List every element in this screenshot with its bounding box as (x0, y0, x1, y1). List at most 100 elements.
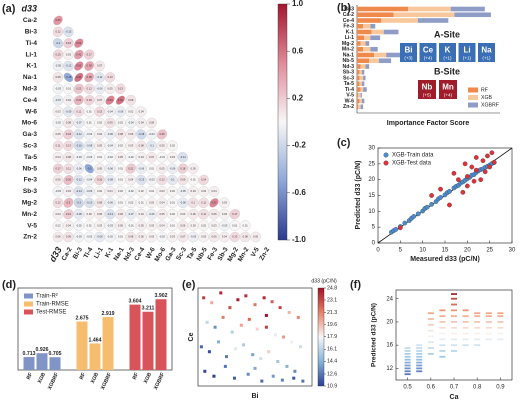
point (262, 296, 266, 300)
point (474, 338, 481, 341)
correlation-cell (104, 220, 116, 231)
cell-value: 0.04 (222, 235, 228, 239)
point (416, 361, 423, 364)
cell-value: -0.06 (107, 132, 113, 136)
point (439, 332, 446, 335)
category-label: RF (26, 372, 34, 381)
category-label: XGBRF (100, 372, 113, 391)
cell-value: 0.03 (211, 223, 217, 227)
correlation-cell (74, 61, 84, 71)
legend-label: RF (481, 87, 488, 93)
cell-value: 0.11 (201, 212, 206, 216)
cell-value: -0.2 (56, 41, 61, 45)
x-tick-label: 5 (399, 248, 403, 254)
correlation-cell (146, 231, 157, 243)
point (497, 332, 504, 335)
correlation-cell (167, 208, 178, 220)
bar-segment (360, 87, 364, 92)
cell-value: 0.12 (55, 29, 61, 33)
cell-value: 0.06 (211, 212, 217, 216)
cell-value: 0.02 (170, 212, 176, 216)
correlation-cell (104, 106, 116, 117)
point (301, 379, 305, 383)
correlation-cell (94, 72, 105, 83)
cell-value: 0.02 (128, 109, 134, 113)
correlation-cell (167, 220, 178, 231)
point (474, 312, 481, 315)
point (439, 309, 446, 312)
bar-segment (357, 52, 375, 58)
cell-value: 0.01 (87, 121, 93, 125)
x-tick-label: 0.8 (473, 385, 482, 391)
legend-label: XGB-Train data (392, 153, 434, 159)
legend-swatch (468, 102, 478, 108)
point (439, 321, 446, 323)
correlation-cell (135, 117, 147, 129)
cell-value: 0.13 (66, 143, 72, 147)
correlation-cell (250, 231, 261, 243)
correlation-cell (63, 209, 74, 220)
cell-value: 0.08 (118, 132, 124, 136)
point (416, 370, 423, 373)
cell-value: 0.18 (180, 166, 186, 170)
correlation-cell (52, 49, 64, 60)
correlation-cell (219, 220, 230, 231)
bar-segment (370, 35, 381, 41)
cell-value: -0.04 (107, 143, 113, 147)
category-label: Ti-4 (345, 87, 354, 93)
row-label: Zn-2 (23, 234, 37, 241)
cell-value: -0.18 (138, 132, 144, 136)
point (497, 315, 504, 318)
point (480, 158, 486, 164)
correlation-cell (135, 106, 147, 117)
correlation-cell (83, 208, 95, 220)
correlation-cell (156, 186, 168, 197)
cell-value: 0.02 (118, 143, 124, 147)
cell-value: 0.02 (139, 189, 145, 193)
correlation-cell (52, 83, 64, 95)
correlation-cell (52, 106, 64, 117)
cell-value: 0.15 (55, 52, 61, 56)
point (473, 167, 479, 173)
correlation-cell (125, 163, 136, 174)
panel-label: (d) (2, 279, 16, 291)
correlation-cell (115, 140, 126, 152)
point (447, 189, 452, 194)
bar-segment (357, 41, 361, 46)
cell-value: 0.06 (118, 212, 124, 216)
point (404, 370, 411, 373)
cell-value: -0.12 (76, 132, 82, 136)
cell-value: 0.01 (139, 200, 145, 204)
cell-value: 0.09 (66, 235, 72, 239)
colorbar (317, 287, 325, 387)
cell-value: 0.05 (97, 166, 103, 170)
colorbar-tick-label: 1.0 (292, 0, 304, 8)
column-label: Bi-3 (72, 246, 84, 260)
element-charge: (+4) (444, 93, 453, 98)
cell-value: 0.01 (87, 223, 93, 227)
point (289, 340, 293, 344)
value-label: 0.926 (36, 347, 49, 353)
element-symbol: Li (463, 46, 470, 55)
bar-segment (454, 12, 491, 18)
row-label: Fe-3 (24, 177, 38, 184)
x-axis-label: Importance Factor Score (387, 120, 470, 127)
cell-value: 0.05 (253, 235, 259, 239)
cell-value: -0.03 (76, 235, 82, 239)
panel-label: (e) (182, 279, 196, 291)
point (293, 369, 297, 373)
point (232, 376, 236, 380)
correlation-cell (104, 186, 116, 197)
cell-value: 0.01 (191, 178, 197, 182)
bar-segment (360, 64, 366, 69)
correlation-cell (135, 220, 147, 231)
bar-segment (357, 92, 359, 98)
cell-value: 0.05 (159, 166, 165, 170)
point (203, 369, 207, 373)
cell-value: 0.07 (149, 155, 155, 159)
correlation-cell (63, 38, 74, 49)
correlation-cell (63, 175, 74, 185)
colorbar-tick-label: -1.0 (292, 235, 306, 244)
correlation-cell (63, 83, 74, 95)
bar-segment (370, 23, 376, 29)
